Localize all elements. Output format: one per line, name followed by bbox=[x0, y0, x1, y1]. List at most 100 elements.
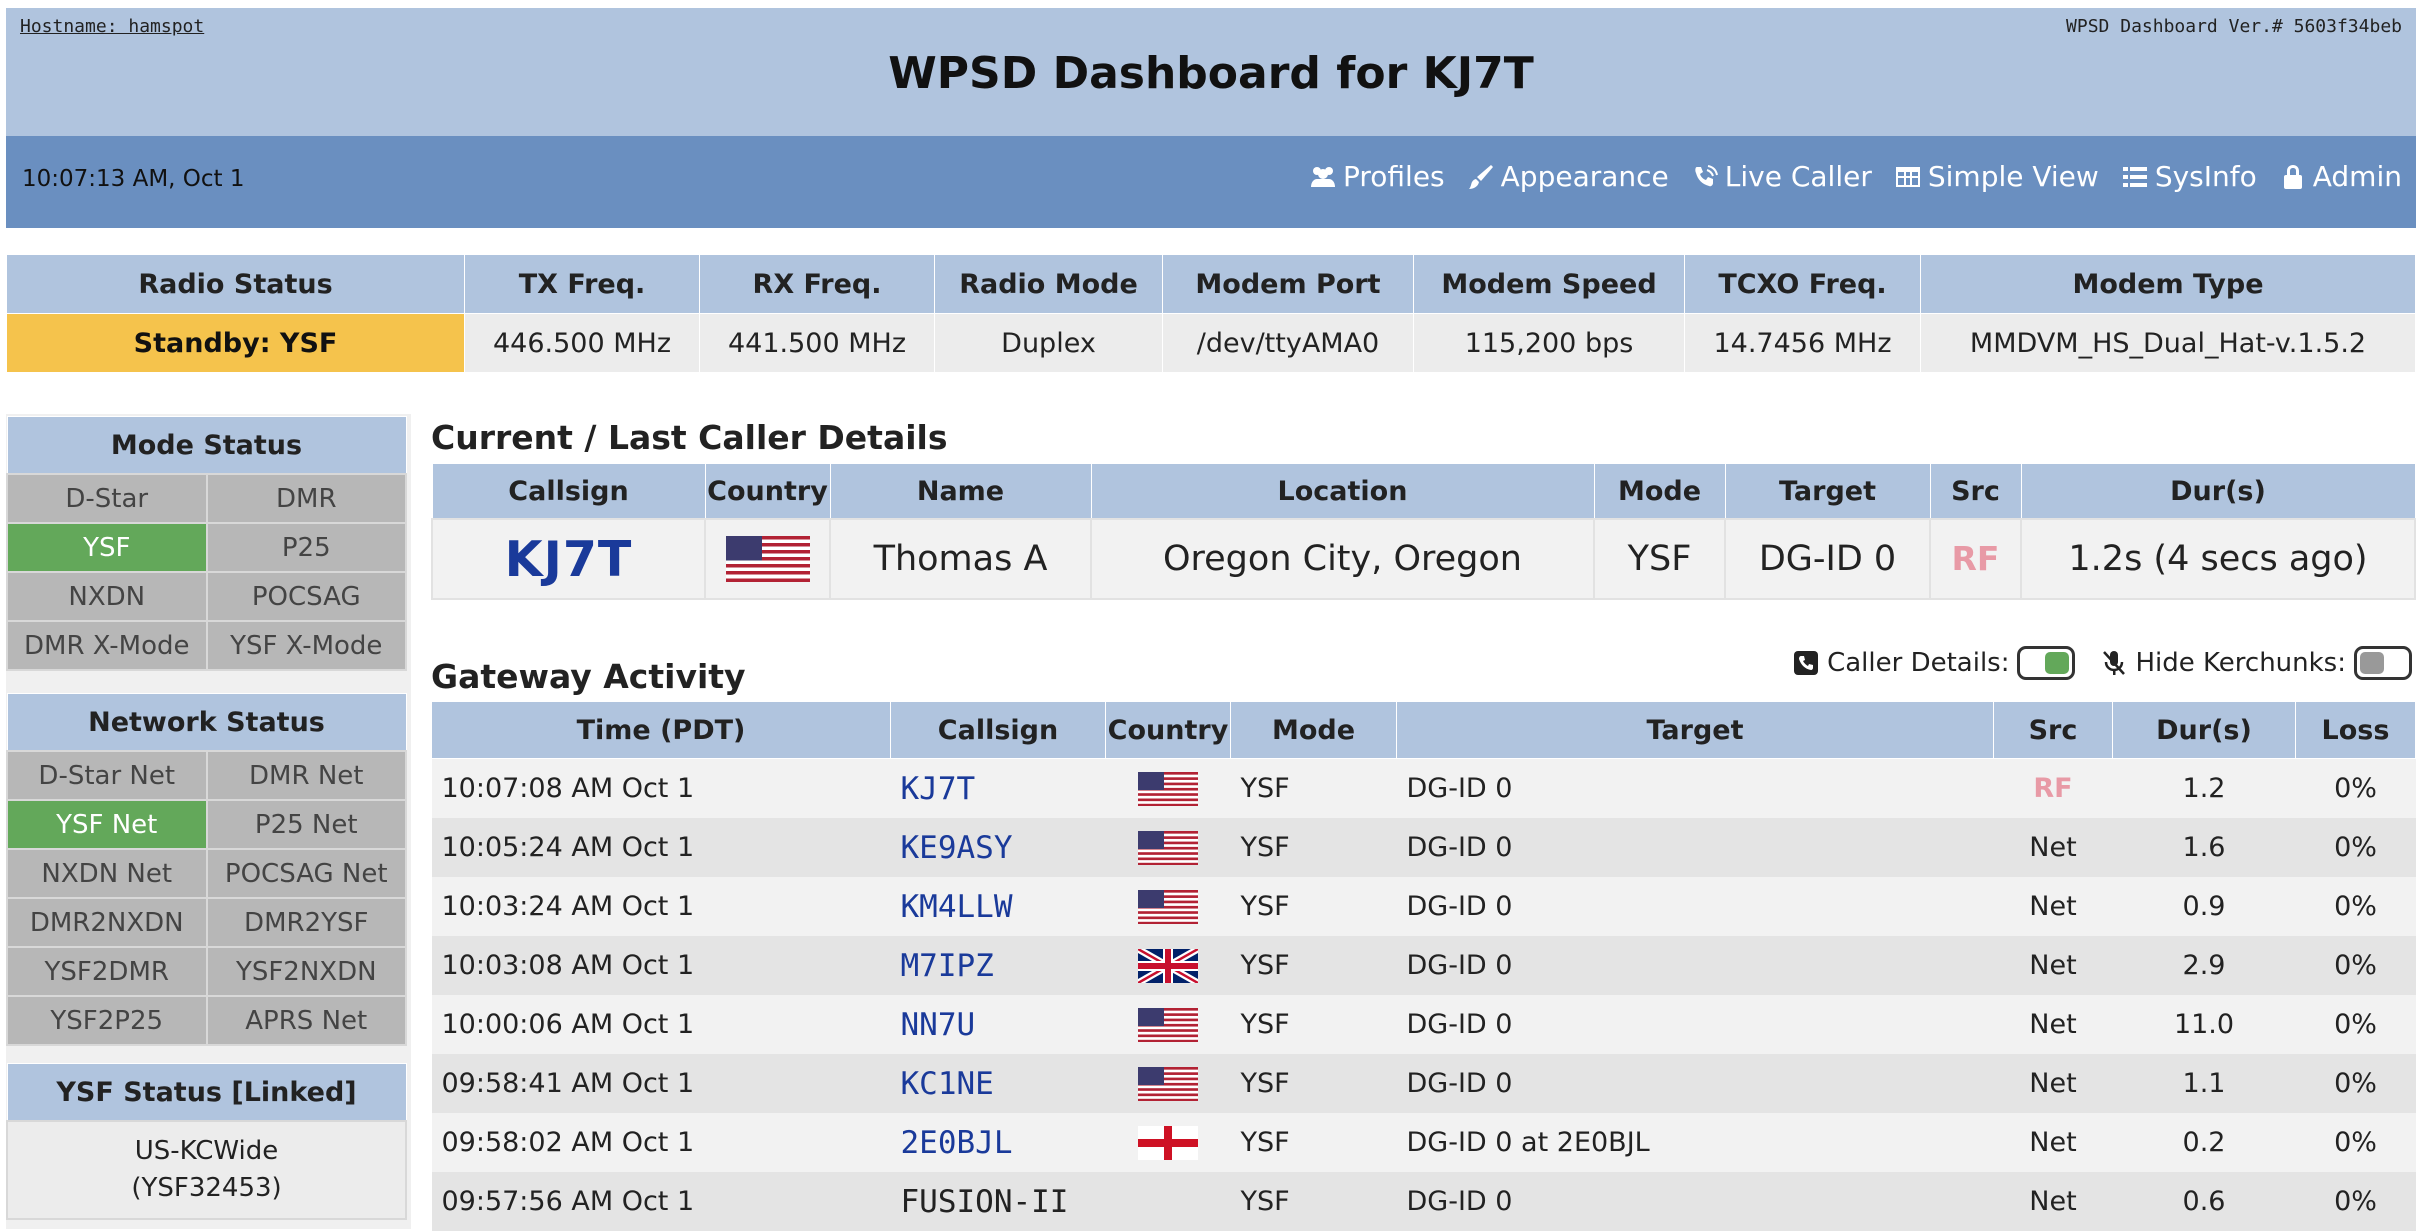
caller-details-switch[interactable] bbox=[2017, 646, 2076, 680]
gw-callsign-link[interactable]: 2E0BJL bbox=[900, 1124, 1013, 1161]
gw-target: DG-ID 0 bbox=[1396, 818, 1994, 877]
gw-src: Net bbox=[1993, 818, 2113, 877]
caller-country-header: Country bbox=[704, 463, 831, 520]
gw-src: Net bbox=[1993, 877, 2113, 936]
gw-src: Net bbox=[1993, 995, 2113, 1054]
net-dmr2nxdn: DMR2NXDN bbox=[6, 897, 208, 948]
gateway-row: 10:03:08 AM Oct 1 M7IPZ YSF DG-ID 0 Net 2.9 0% bbox=[431, 936, 2416, 995]
us-flag-icon bbox=[1138, 771, 1198, 806]
caller-dur-header: Dur(s) bbox=[2020, 463, 2416, 520]
gw-callsign: KM4LLW bbox=[890, 877, 1106, 936]
caller-details-toggle: Caller Details: bbox=[1793, 646, 2076, 680]
mode-nxdn: NXDN bbox=[6, 571, 208, 622]
gw-callsign-link[interactable]: M7IPZ bbox=[900, 947, 994, 984]
gw-src-value: Net bbox=[2029, 1009, 2077, 1040]
gw-callsign-link[interactable]: KC1NE bbox=[900, 1065, 994, 1102]
gw-mode: YSF bbox=[1230, 936, 1397, 995]
table-icon bbox=[1895, 166, 1920, 187]
caller-callsign-link[interactable]: KJ7T bbox=[504, 530, 633, 588]
gw-callsign-link[interactable]: KJ7T bbox=[900, 770, 976, 807]
radio-status-table: Radio Status TX Freq. RX Freq. Radio Mod… bbox=[6, 254, 2416, 373]
nav-admin-label: Admin bbox=[2312, 160, 2402, 193]
gw-loss: 0% bbox=[2295, 995, 2416, 1054]
gw-country bbox=[1105, 995, 1231, 1054]
nav-sysinfo[interactable]: SysInfo bbox=[2121, 160, 2257, 193]
gateway-row: 09:57:56 AM Oct 1 FUSION-II YSF DG-ID 0 Net 0… bbox=[431, 1172, 2416, 1231]
gw-callsign-link[interactable]: NN7U bbox=[900, 1006, 976, 1043]
phone-icon bbox=[1794, 651, 1819, 675]
nav-admin[interactable]: Admin bbox=[2279, 160, 2402, 193]
net-p25: P25 Net bbox=[205, 799, 407, 850]
gw-target: DG-ID 0 at 2E0BJL bbox=[1396, 1113, 1994, 1172]
radio-status-value: Standby: YSF bbox=[6, 313, 465, 373]
gw-callsign: KJ7T bbox=[890, 758, 1106, 818]
modem-speed-header: Modem Speed bbox=[1413, 254, 1685, 314]
mode-pocsag: POCSAG bbox=[205, 571, 407, 622]
gw-src: Net bbox=[1993, 936, 2113, 995]
nav-profiles-label: Profiles bbox=[1342, 160, 1445, 193]
gw-src-value: Net bbox=[2029, 891, 2077, 922]
nav-live-caller[interactable]: Live Caller bbox=[1691, 160, 1872, 193]
tcxo-freq-header: TCXO Freq. bbox=[1684, 254, 1921, 314]
modem-speed-value: 115,200 bps bbox=[1413, 313, 1685, 373]
nav-appearance[interactable]: Appearance bbox=[1467, 160, 1669, 193]
caller-src: RF bbox=[1929, 518, 2022, 600]
gw-country bbox=[1105, 1113, 1231, 1172]
net-ysf2p25: YSF2P25 bbox=[6, 995, 208, 1046]
gw-src: Net bbox=[1993, 1172, 2113, 1231]
us-flag-icon bbox=[1138, 1066, 1198, 1101]
gw-target: DG-ID 0 bbox=[1396, 1054, 1994, 1113]
gateway-row: 10:07:08 AM Oct 1 KJ7T YSF DG-ID 0 RF 1.2 0% bbox=[431, 758, 2416, 818]
lock-icon bbox=[2283, 164, 2302, 189]
gw-callsign-link: FUSION-II bbox=[900, 1183, 1069, 1220]
gateway-toggles: Caller Details: Hide Kerchunks: bbox=[1793, 646, 2412, 680]
navbar: 10:07:13 AM, Oct 1 Profiles Appearance L… bbox=[6, 136, 2416, 228]
net-ysf2dmr: YSF2DMR bbox=[6, 946, 208, 997]
ysf-reflector: US-KCWide (YSF32453) bbox=[6, 1120, 407, 1220]
gw-mode: YSF bbox=[1230, 1113, 1397, 1172]
gateway-row: 09:58:02 AM Oct 1 2E0BJL YSF DG-ID 0 at 2E0… bbox=[431, 1113, 2416, 1172]
gw-country-header: Country bbox=[1105, 701, 1231, 759]
list-icon bbox=[2122, 166, 2147, 187]
us-flag-icon bbox=[1138, 889, 1198, 924]
hide-kerchunks-toggle: Hide Kerchunks: bbox=[2101, 646, 2412, 680]
caller-target-header: Target bbox=[1724, 463, 1931, 520]
gw-callsign: 2E0BJL bbox=[890, 1113, 1106, 1172]
gateway-activity-table: Time (PDT) Callsign Country Mode Target … bbox=[431, 701, 2416, 1231]
nav-simple-view-label: Simple View bbox=[1927, 160, 2099, 193]
mode-dmr-xmode: DMR X-Mode bbox=[6, 620, 208, 671]
gw-time: 09:58:02 AM Oct 1 bbox=[431, 1113, 891, 1172]
nav-profiles[interactable]: Profiles bbox=[1309, 160, 1445, 193]
gw-mode: YSF bbox=[1230, 1172, 1397, 1231]
caller-section-title: Current / Last Caller Details bbox=[431, 418, 948, 457]
caller-country bbox=[704, 518, 831, 600]
net-nxdn: NXDN Net bbox=[6, 848, 208, 899]
mode-ysf-xmode: YSF X-Mode bbox=[205, 620, 407, 671]
net-dmr2ysf: DMR2YSF bbox=[205, 897, 407, 948]
hide-kerchunks-switch[interactable] bbox=[2354, 646, 2412, 680]
gw-loss: 0% bbox=[2295, 1172, 2416, 1231]
gw-dur: 1.6 bbox=[2112, 818, 2296, 877]
gateway-row: 09:58:41 AM Oct 1 KC1NE YSF DG-ID 0 Net 1.1 0% bbox=[431, 1054, 2416, 1113]
gw-src-value: Net bbox=[2029, 950, 2077, 981]
gw-callsign-link[interactable]: KE9ASY bbox=[900, 829, 1013, 866]
gw-callsign-link[interactable]: KM4LLW bbox=[900, 888, 1013, 925]
net-aprs: APRS Net bbox=[205, 995, 407, 1046]
brush-icon bbox=[1468, 164, 1493, 189]
us-flag-icon bbox=[1138, 830, 1198, 865]
gw-dur: 0.6 bbox=[2112, 1172, 2296, 1231]
net-dstar: D-Star Net bbox=[6, 750, 208, 801]
ysf-status-title: YSF Status [Linked] bbox=[6, 1063, 407, 1122]
gateway-row: 10:05:24 AM Oct 1 KE9ASY YSF DG-ID 0 Net 1.6 0… bbox=[431, 818, 2416, 877]
gw-target-header: Target bbox=[1396, 701, 1994, 759]
modem-type-header: Modem Type bbox=[1920, 254, 2416, 314]
gw-time: 09:58:41 AM Oct 1 bbox=[431, 1054, 891, 1113]
gw-time: 10:05:24 AM Oct 1 bbox=[431, 818, 891, 877]
hostname-link[interactable]: Hostname: hamspot bbox=[20, 16, 205, 37]
gw-time-header: Time (PDT) bbox=[431, 701, 891, 759]
nav-menu: Profiles Appearance Live Caller Simple V… bbox=[1309, 160, 2402, 193]
clock: 10:07:13 AM, Oct 1 bbox=[22, 166, 245, 192]
tcxo-freq-value: 14.7456 MHz bbox=[1684, 313, 1921, 373]
radio-status-header: Radio Status bbox=[6, 254, 465, 314]
nav-simple-view[interactable]: Simple View bbox=[1894, 160, 2099, 193]
